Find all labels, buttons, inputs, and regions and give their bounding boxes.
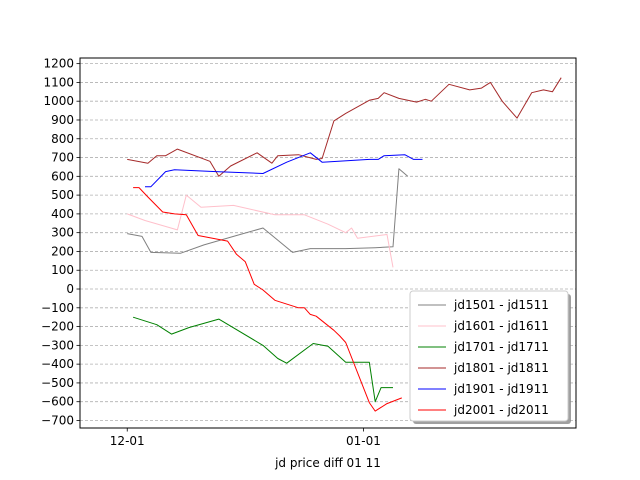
series-line-jd1801 [127, 77, 562, 177]
legend-box [409, 290, 569, 422]
x-tick-label: 12-01 [110, 434, 145, 448]
y-tick-label: 500 [51, 188, 74, 202]
series-line-jd2001 [133, 187, 402, 412]
x-tick-label: 01-01 [346, 434, 381, 448]
y-axis: −700 −600 −500 −400 −300 −200 −100 0 100 200 300 40… [41, 57, 80, 427]
y-tick-label: 1000 [43, 94, 74, 108]
legend-entry: jd1601 - jd1611 [453, 319, 549, 333]
y-tick-label: −400 [41, 357, 74, 371]
legend: jd1501 - jd1511 jd1601 - jd1611 jd1701 - j… [409, 290, 571, 424]
y-tick-label: 0 [66, 282, 74, 296]
y-tick-label: 600 [51, 169, 74, 183]
y-tick-label: 200 [51, 244, 74, 258]
series-line-jd1501 [127, 168, 409, 254]
y-tick-label: −100 [41, 301, 74, 315]
y-tick-label: −200 [41, 320, 74, 334]
y-tick-label: 1200 [43, 57, 74, 71]
y-tick-label: 800 [51, 132, 74, 146]
series-line-jd1601 [127, 194, 394, 268]
y-tick-label: 1100 [43, 75, 74, 89]
y-tick-label: 700 [51, 151, 74, 165]
y-tick-label: −500 [41, 376, 74, 390]
y-tick-label: −600 [41, 395, 74, 409]
series-line-jd1701 [132, 316, 393, 403]
legend-entry: jd1801 - jd1811 [453, 361, 549, 375]
y-tick-label: 100 [51, 263, 74, 277]
y-tick-label: 400 [51, 207, 74, 221]
y-tick-label: −300 [41, 338, 74, 352]
plot-frame [79, 57, 577, 429]
x-axis-label: jd price diff 01 11 [274, 456, 381, 470]
legend-entry: jd2001 - jd2011 [453, 403, 549, 417]
legend-entry: jd1701 - jd1711 [453, 340, 549, 354]
x-axis: 12-01 01-01 [110, 428, 381, 448]
legend-entry: jd1501 - jd1511 [453, 298, 549, 312]
legend-entry: jd1901 - jd1911 [453, 382, 549, 396]
series-lines [127, 77, 562, 412]
series-line-jd1901 [145, 152, 423, 188]
y-tick-label: 900 [51, 113, 74, 127]
y-tick-label: −700 [41, 413, 74, 427]
y-tick-label: 300 [51, 226, 74, 240]
